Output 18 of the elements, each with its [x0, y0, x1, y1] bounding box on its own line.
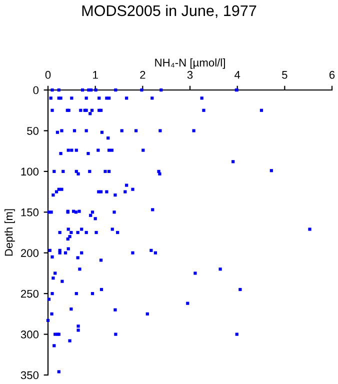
y-tick-label: 300	[20, 330, 39, 338]
chart-title: MODS2005 in June, 1977	[82, 4, 256, 18]
x-tick-label: 6	[329, 70, 335, 79]
y-tick-label: 200	[20, 249, 39, 257]
y-tick-label: 350	[20, 371, 39, 380]
y-axis-title: Depth [m]	[4, 209, 15, 256]
x-axis-title: NH₄-N [µmol/l]	[155, 58, 225, 69]
x-tick-label: 5	[282, 71, 288, 79]
y-tick-label: 50	[27, 126, 39, 135]
x-tick-label: 2	[140, 70, 146, 79]
x-tick-label: 3	[187, 70, 193, 79]
y-tick-label: 100	[21, 168, 39, 176]
x-tick-label: 4	[234, 71, 240, 79]
y-tick-label: 0	[33, 86, 39, 94]
y-tick-label: 250	[20, 290, 39, 298]
x-tick-label: 0	[45, 70, 51, 79]
x-tick-label: 1	[93, 71, 98, 79]
y-tick-label: 150	[21, 208, 39, 216]
